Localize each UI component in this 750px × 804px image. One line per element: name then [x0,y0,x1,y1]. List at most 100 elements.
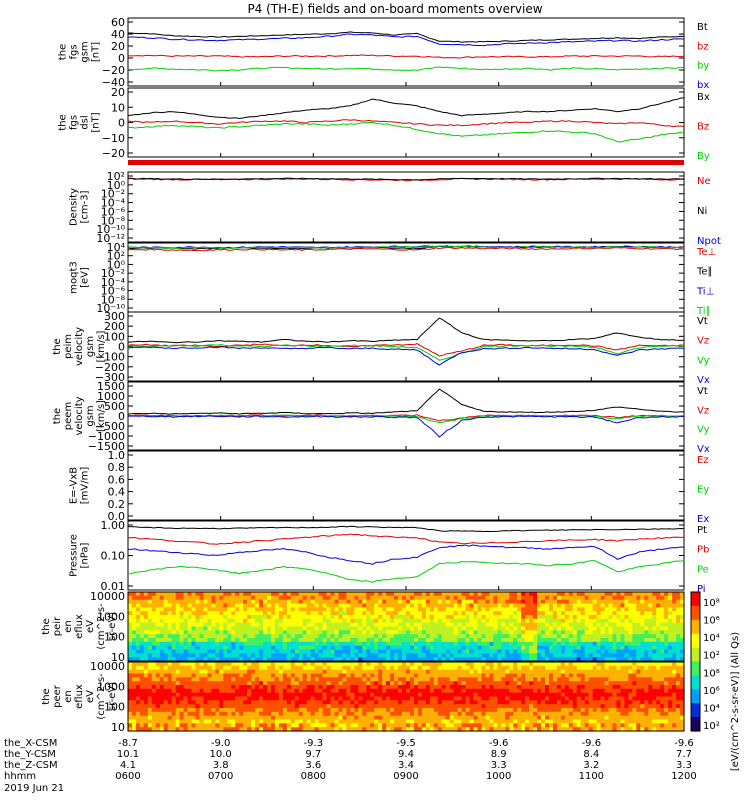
heatmap-cell [569,693,574,697]
heatmap-cell [517,670,522,674]
heatmap-cell [458,592,463,596]
heatmap-cell [652,615,657,619]
heatmap-cell [485,723,490,727]
heatmap-cell [156,677,161,681]
heatmap-cell [350,681,355,685]
heatmap-cell [279,716,284,720]
heatmap-cell [235,615,240,619]
heatmap-cell [533,716,538,720]
heatmap-cell [390,604,395,608]
heatmap-cell [207,670,212,674]
heatmap-cell [561,712,566,716]
heatmap-cell [152,638,157,642]
heatmap-cell [275,670,280,674]
heatmap-cell [418,600,423,604]
heatmap-cell [668,634,673,638]
legend-bx: bx [697,80,709,91]
heatmap-cell [156,720,161,724]
heatmap-cell [489,693,494,697]
heatmap-cell [414,592,419,596]
heatmap-cell [263,646,268,650]
heatmap-cell [140,642,145,646]
heatmap-cell [406,600,411,604]
heatmap-cell [529,650,534,654]
heatmap-cell [200,623,205,627]
heatmap-cell [311,720,316,724]
heatmap-cell [172,708,177,712]
heatmap-cell [589,592,594,596]
heatmap-cell [172,650,177,654]
heatmap-cell [561,693,566,697]
heatmap-cell [319,619,324,623]
heatmap-cell [136,662,141,666]
heatmap-cell [569,611,574,615]
heatmap-cell [180,689,185,693]
heatmap-cell [211,600,216,604]
heatmap-cell [263,700,268,704]
heatmap-cell [533,681,538,685]
heatmap-cell [180,604,185,608]
heatmap-cell [279,592,284,596]
heatmap-cell [462,642,467,646]
heatmap-cell [339,623,344,627]
heatmap-cell [664,615,669,619]
heatmap-cell [450,662,455,666]
heatmap-cell [319,638,324,642]
heatmap-cell [362,638,367,642]
heatmap-cell [489,662,494,666]
heatmap-cell [414,623,419,627]
heatmap-cell [450,700,455,704]
heatmap-cell [553,685,558,689]
heatmap-cell [513,704,518,708]
heatmap-cell [192,693,197,697]
heatmap-cell [541,681,546,685]
heatmap-cell [200,681,205,685]
heatmap-cell [513,611,518,615]
heatmap-cell [247,653,252,657]
heatmap-cell [664,646,669,650]
heatmap-cell [541,704,546,708]
y-tick-label: 0.10 [101,550,126,563]
heatmap-cell [192,646,197,650]
heatmap-cell [628,607,633,611]
heatmap-cell [152,646,157,650]
heatmap-cell [557,666,562,670]
heatmap-cell [402,592,407,596]
heatmap-cell [613,638,618,642]
heatmap-cell [200,638,205,642]
heatmap-cell [402,704,407,708]
heatmap-cell [557,716,562,720]
heatmap-cell [414,638,419,642]
heatmap-cell [386,704,391,708]
heatmap-cell [339,607,344,611]
heatmap-cell [211,689,216,693]
heatmap-cell [533,638,538,642]
heatmap-cell [255,634,260,638]
heatmap-cell [378,653,383,657]
heatmap-cell [525,627,530,631]
heatmap-cell [390,638,395,642]
heatmap-cell [458,596,463,600]
heatmap-cell [394,619,399,623]
heatmap-cell [402,630,407,634]
heatmap-cell [136,596,141,600]
heatmap-cell [517,712,522,716]
heatmap-cell [128,638,133,642]
heatmap-cell [251,662,256,666]
heatmap-cell [462,653,467,657]
heatmap-cell [168,607,173,611]
heatmap-cell [617,604,622,608]
heatmap-cell [144,638,149,642]
heatmap-cell [346,685,351,689]
heatmap-cell [295,723,300,727]
heatmap-cell [156,712,161,716]
heatmap-cell [446,677,451,681]
heatmap-cell [442,677,447,681]
heatmap-cell [350,716,355,720]
heatmap-cell [624,653,629,657]
heatmap-cell [513,674,518,678]
heatmap-cell [434,716,439,720]
heatmap-cell [533,653,538,657]
heatmap-cell [561,619,566,623]
